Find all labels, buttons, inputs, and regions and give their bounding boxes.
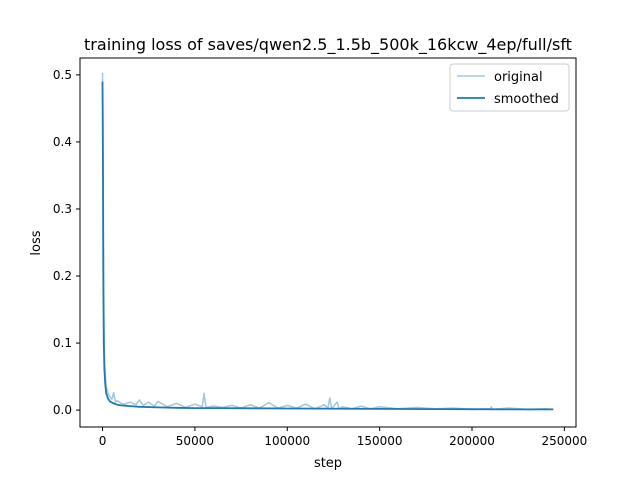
x-tick-label: 50000 <box>176 434 214 448</box>
series-line-smoothed <box>101 81 554 411</box>
series-line-original <box>101 72 554 411</box>
x-tick-label: 200000 <box>449 434 495 448</box>
x-tick-label: 0 <box>99 434 107 448</box>
x-tick-label: 250000 <box>541 434 587 448</box>
legend-box <box>449 63 570 112</box>
x-tick-label: 100000 <box>264 434 310 448</box>
y-tick-label: 0.0 <box>53 403 72 417</box>
legend: original smoothed <box>449 63 570 112</box>
axes-frame <box>79 57 577 428</box>
chart-title: training loss of saves/qwen2.5_1.5b_500k… <box>84 35 572 55</box>
y-tick-label: 0.3 <box>53 202 72 216</box>
legend-label-original: original <box>494 70 543 85</box>
legend-label-smoothed: smoothed <box>494 92 559 107</box>
x-tick-label: 150000 <box>357 434 403 448</box>
y-tick-label: 0.1 <box>53 336 72 350</box>
y-tick-label: 0.5 <box>53 68 72 82</box>
plot-area <box>101 72 554 411</box>
x-axis-ticks: 0 50000 100000 150000 200000 250000 <box>99 427 587 448</box>
y-tick-label: 0.2 <box>53 269 72 283</box>
y-axis-ticks: 0.0 0.1 0.2 0.3 0.4 0.5 <box>53 68 80 417</box>
y-axis-label: loss <box>29 230 44 255</box>
y-tick-label: 0.4 <box>53 135 72 149</box>
x-axis-label: step <box>314 456 342 471</box>
